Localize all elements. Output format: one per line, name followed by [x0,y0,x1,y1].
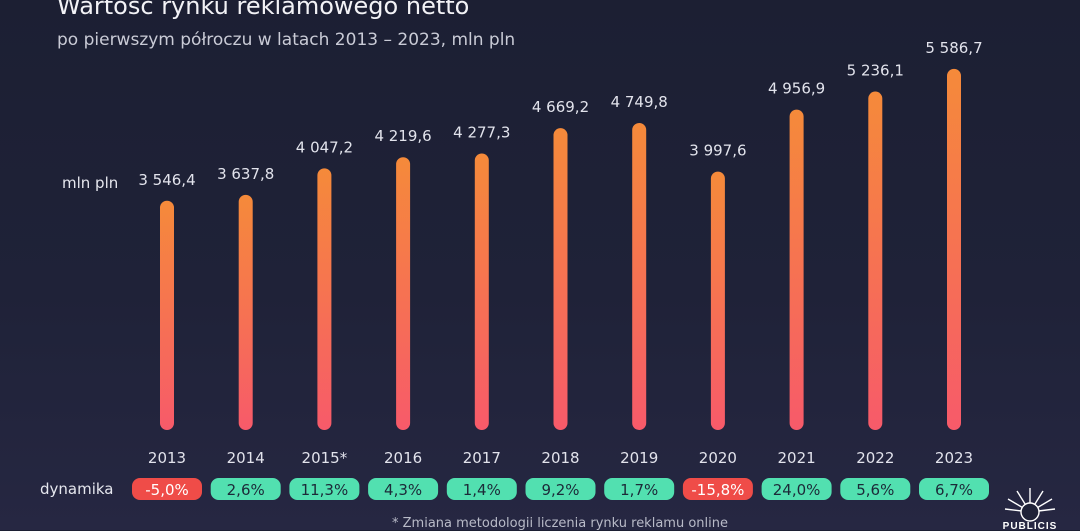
dynamics-badge-2015* [289,478,360,500]
bar-2013 [160,200,174,430]
year-label-2022: 2022 [856,449,894,467]
dynamics-value-2016: 4,3% [384,481,422,499]
bar-2016 [396,157,411,430]
year-label-2014: 2014 [227,449,265,467]
dynamics-value-2018: 9,2% [541,481,579,499]
dynamics-value-2023: 6,7% [935,481,973,499]
year-label-2019: 2019 [620,449,658,467]
value-label-2022: 5 236,1 [847,62,904,80]
value-label-2019: 4 749,8 [611,93,668,111]
dynamics-badge-2023 [919,478,989,500]
dynamics-badge-2019 [604,478,675,500]
dynamics-value-2017: 1,4% [463,481,501,499]
dynamics-label: dynamika [40,480,114,498]
value-label-2017: 4 277,3 [453,124,510,142]
dynamics-value-2013: -5,0% [145,481,189,499]
bar-2017 [474,153,489,430]
chart-subtitle: po pierwszym półroczu w latach 2013 – 20… [57,30,516,50]
value-label-2018: 4 669,2 [532,98,589,116]
year-label-2018: 2018 [541,449,579,467]
dynamics-value-2022: 5,6% [856,481,894,499]
publicis-logo: PUBLICIS [1003,488,1058,530]
year-label-2017: 2017 [463,449,501,467]
year-label-2016: 2016 [384,449,422,467]
dynamics-badge-2013 [132,478,202,500]
unit-label: mln pln [62,174,119,192]
bar-2018 [553,128,568,431]
dynamics-value-2015*: 11,3% [301,481,349,499]
dynamics-value-2021: 24,0% [773,481,821,499]
value-label-2016: 4 219,6 [374,127,431,145]
year-label-2023: 2023 [935,449,973,467]
bar-2023 [947,68,961,431]
bar-2014 [238,194,253,430]
dynamics-badge-2016 [368,478,439,500]
value-label-2021: 4 956,9 [768,80,825,98]
chart-title: Wartość rynku reklamowego netto [57,0,470,20]
dynamics-badge-2017 [446,478,517,500]
bar-2020 [710,171,725,430]
dynamics-badge-2018 [525,478,596,500]
year-label-2015*: 2015* [302,449,348,467]
dynamics-value-2020: -15,8% [691,481,744,499]
svg-text:PUBLICIS: PUBLICIS [1003,521,1058,530]
dynamics-badge-2022 [840,478,911,500]
dynamics-value-2019: 1,7% [620,481,658,499]
bar-2022 [868,91,883,431]
bar-2021 [789,109,804,430]
value-label-2015*: 4 047,2 [296,138,353,156]
value-label-2014: 3 637,8 [217,165,274,183]
dynamics-value-2014: 2,6% [227,481,265,499]
bar-2015* [317,168,332,430]
year-label-2013: 2013 [148,449,186,467]
dynamics-badge-2020 [682,478,753,500]
value-label-2023: 5 586,7 [925,39,982,57]
footnote: * Zmiana metodologii liczenia rynku rekl… [392,516,728,531]
year-label-2020: 2020 [699,449,737,467]
value-label-2013: 3 546,4 [138,171,195,189]
bar-2019 [632,122,647,431]
value-label-2020: 3 997,6 [689,142,746,160]
dynamics-badge-2014 [210,478,281,500]
dynamics-badge-2021 [761,478,832,500]
year-label-2021: 2021 [778,449,816,467]
